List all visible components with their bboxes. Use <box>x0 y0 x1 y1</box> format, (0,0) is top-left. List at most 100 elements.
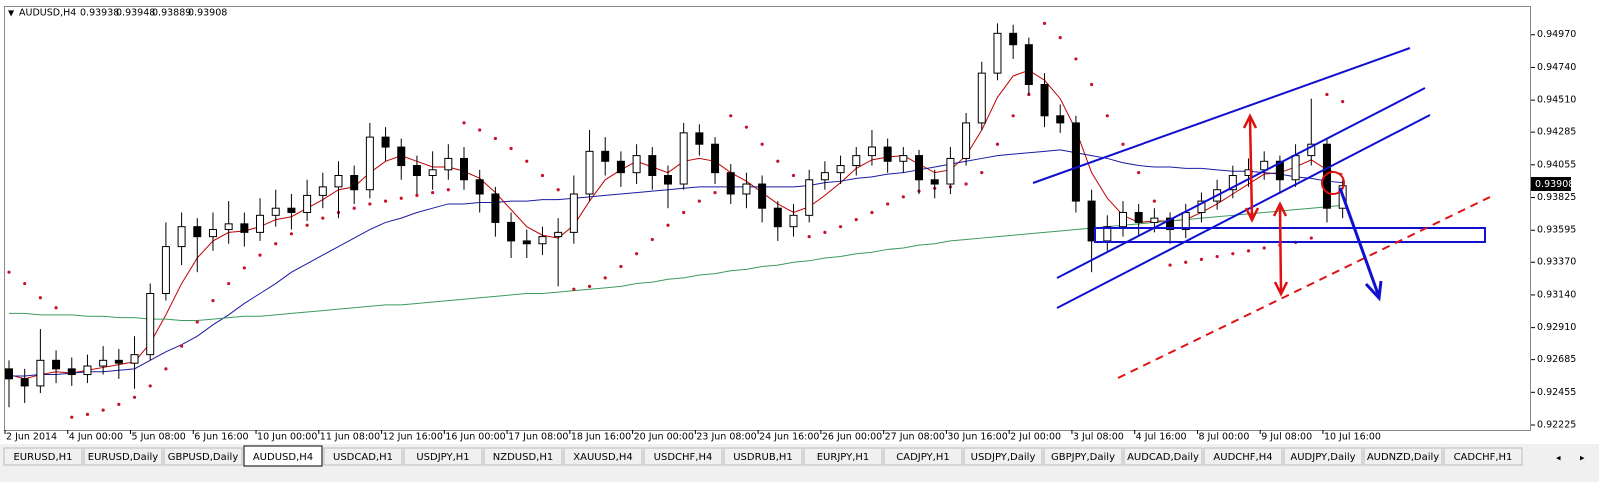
tab-label[interactable]: USDRUB,H1 <box>733 452 793 463</box>
sar-dot <box>635 252 639 256</box>
candle-body <box>287 207 296 213</box>
tab[interactable] <box>1363 447 1443 466</box>
tab[interactable] <box>1043 447 1123 466</box>
tab[interactable] <box>1443 447 1523 466</box>
sar-dot <box>650 237 654 242</box>
tab-label[interactable]: EURUSD,Daily <box>88 452 159 463</box>
tab-label[interactable]: EURUSD,H1 <box>13 452 72 463</box>
plot-frame <box>4 6 1531 431</box>
tab[interactable] <box>563 447 643 466</box>
tab-scroll-left[interactable]: ◂ <box>1556 454 1561 464</box>
candle-body <box>632 155 641 174</box>
x-tick-label: 6 Jun 16:00 <box>194 432 248 443</box>
tab-label[interactable]: USDCHF,H4 <box>654 452 713 463</box>
sar-dot <box>23 281 27 286</box>
candle-body <box>303 194 312 213</box>
tab[interactable] <box>643 447 723 466</box>
tab[interactable] <box>1283 447 1363 466</box>
sar-dot <box>1105 114 1109 118</box>
x-tick-label: 4 Jul 16:00 <box>1136 432 1187 443</box>
y-tick-label: 0.93370 <box>1537 257 1576 268</box>
candle-body <box>1181 211 1190 231</box>
x-tick-label: 10 Jul 16:00 <box>1324 432 1381 443</box>
direction-arrow <box>1338 187 1383 302</box>
tab-label[interactable]: AUDUSD,H4 <box>253 452 313 463</box>
sar-dot <box>1215 254 1219 259</box>
sar-dot <box>1042 21 1047 25</box>
range-arrow <box>1272 201 1289 297</box>
tab-label[interactable]: EURJPY,H1 <box>817 452 870 463</box>
drawings <box>1032 47 1491 379</box>
candle-body <box>1040 84 1049 117</box>
header-high: 0.93948 <box>116 8 155 19</box>
sar-dot <box>446 188 450 192</box>
tab-label[interactable]: USDJPY,H1 <box>416 452 469 463</box>
candle-body <box>554 231 563 238</box>
menu-arrow[interactable]: ▼ <box>8 9 15 18</box>
sar-dot <box>289 232 294 236</box>
sar-dot <box>305 223 309 227</box>
tab[interactable] <box>963 447 1043 466</box>
sar-dot <box>776 159 780 163</box>
sar-dot <box>1074 57 1078 61</box>
sar-dot <box>38 296 42 300</box>
sar-dot <box>1121 142 1125 146</box>
candle-body <box>5 368 13 380</box>
tab[interactable] <box>483 447 563 466</box>
tab[interactable] <box>403 447 483 466</box>
tab-label[interactable]: USDCAD,H1 <box>333 452 393 463</box>
tab[interactable] <box>1203 447 1283 466</box>
candle-body <box>1150 217 1159 223</box>
tab-scroll-right[interactable]: ▸ <box>1580 454 1585 464</box>
tab-label[interactable]: AUDNZD,Daily <box>1367 452 1439 463</box>
tab-label[interactable]: AUDCAD,Daily <box>1127 452 1199 463</box>
candle-body <box>899 155 908 162</box>
tab-label[interactable]: USDJPY,Daily <box>971 452 1036 463</box>
sar-dot <box>431 190 435 195</box>
tab[interactable] <box>83 447 163 466</box>
sar-dot <box>995 142 1000 146</box>
tab[interactable] <box>3 447 83 466</box>
candle-body <box>1009 32 1018 46</box>
candle-body <box>726 172 735 195</box>
tab-label[interactable]: CADCHF,H1 <box>1454 452 1513 463</box>
sar-dot <box>1058 35 1062 40</box>
sar-dot <box>791 173 796 178</box>
tab-label[interactable]: XAUUSD,H4 <box>573 452 632 463</box>
candle-body <box>789 214 798 228</box>
candle-body <box>318 186 327 196</box>
sar-dot <box>1231 252 1235 256</box>
tab[interactable] <box>883 447 963 466</box>
sar-dot <box>462 121 466 125</box>
candle-body <box>491 193 500 223</box>
sar-dot <box>117 402 121 407</box>
candle-body <box>114 359 123 364</box>
x-tick-label: 9 Jul 08:00 <box>1261 432 1312 443</box>
candle-body <box>695 132 704 145</box>
tab-label[interactable]: CADJPY,H1 <box>896 452 949 463</box>
y-tick-label: 0.92685 <box>1537 354 1576 365</box>
tab[interactable] <box>803 447 883 466</box>
tab-label[interactable]: AUDJPY,Daily <box>1290 452 1355 463</box>
tab[interactable] <box>163 447 243 466</box>
sar-dot <box>697 199 701 203</box>
tab[interactable] <box>1123 447 1203 466</box>
tab-label[interactable]: NZDUSD,H1 <box>493 452 553 463</box>
tab[interactable] <box>243 445 323 467</box>
sar-dot <box>1199 257 1204 261</box>
tab-label[interactable]: GBPJPY,Daily <box>1051 452 1115 463</box>
candle-body <box>1291 155 1300 181</box>
tab-label[interactable]: AUDCHF,H4 <box>1213 452 1272 463</box>
sar-dot <box>1262 246 1266 250</box>
tab[interactable] <box>723 447 803 466</box>
sar-dot <box>886 202 890 206</box>
candle-body <box>256 214 265 233</box>
sar-dot <box>807 235 811 239</box>
tab[interactable] <box>323 447 403 466</box>
candle-body <box>1197 200 1206 213</box>
candle-body <box>585 150 594 195</box>
candle-body <box>1275 160 1284 181</box>
last-price: 0.93908 <box>1535 179 1574 190</box>
tab-label[interactable]: GBPUSD,Daily <box>168 452 239 463</box>
